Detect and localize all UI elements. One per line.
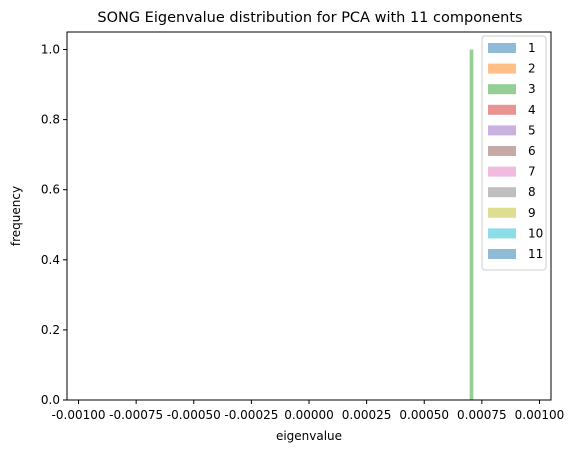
y-tick-label: 0.0: [41, 393, 60, 407]
x-tick-label: -0.00050: [167, 408, 221, 422]
legend-label: 2: [528, 62, 536, 76]
legend: 1 2 3 4 5 6 7 8 9 10 11: [481, 35, 547, 271]
legend-swatch: [488, 43, 516, 53]
legend-swatch: [488, 228, 516, 239]
legend-swatch: [488, 125, 516, 136]
legend-swatch: [488, 207, 516, 218]
x-tick-label: -0.00100: [52, 408, 106, 422]
y-axis: 0.0 0.2 0.4 0.6 0.8 1.0: [41, 43, 67, 407]
y-tick-label: 0.8: [41, 113, 60, 127]
x-tick-label: -0.00075: [109, 408, 163, 422]
legend-swatch: [488, 146, 516, 156]
x-tick-label: 0.00050: [399, 408, 449, 422]
legend-label: 11: [528, 247, 543, 261]
x-tick-label: 0.00000: [284, 408, 334, 422]
y-tick-label: 0.2: [41, 323, 60, 337]
chart-title: SONG Eigenvalue distribution for PCA wit…: [97, 10, 522, 26]
x-axis-label: eigenvalue: [276, 429, 342, 443]
legend-label: 6: [528, 144, 536, 158]
x-tick-label: 0.00100: [515, 408, 565, 422]
legend-label: 8: [528, 185, 536, 199]
legend-swatch: [488, 104, 516, 115]
legend-label: 7: [528, 165, 536, 179]
y-tick-label: 0.4: [41, 253, 60, 267]
y-tick-label: 1.0: [41, 43, 60, 57]
legend-swatch: [488, 249, 516, 259]
legend-swatch: [488, 63, 516, 74]
legend-swatch: [488, 166, 516, 177]
x-axis: -0.00100 -0.00075 -0.00050 -0.00025 0.00000 0…: [52, 400, 565, 422]
legend-label: 5: [528, 123, 536, 137]
x-tick-label: -0.00025: [224, 408, 278, 422]
y-axis-label: frequency: [9, 186, 23, 246]
histogram-bar-series-3: [469, 49, 474, 401]
x-tick-label: 0.00025: [342, 408, 392, 422]
legend-label: 9: [528, 206, 536, 220]
x-tick-label: 0.00075: [457, 408, 507, 422]
plot-frame: [66, 31, 552, 401]
legend-swatch: [488, 84, 516, 95]
legend-label: 10: [528, 226, 543, 240]
legend-swatch: [488, 187, 516, 198]
y-tick-label: 0.6: [41, 183, 60, 197]
legend-label: 4: [528, 103, 536, 117]
bars-layer: [469, 49, 474, 401]
legend-label: 1: [528, 41, 536, 55]
legend-label: 3: [528, 82, 536, 96]
